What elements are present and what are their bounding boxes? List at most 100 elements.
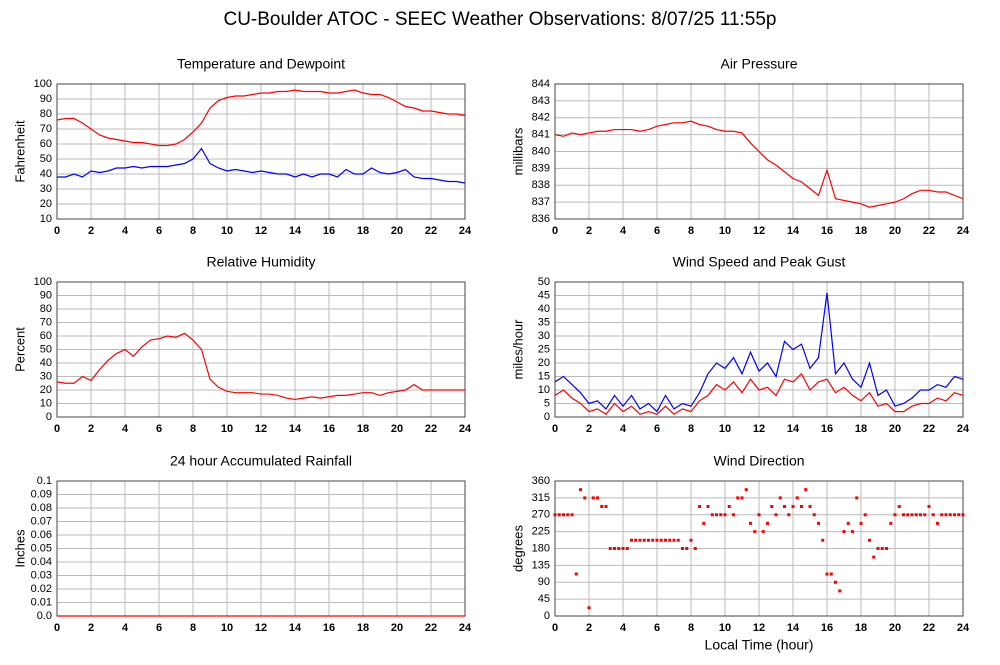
x-tick-label: 18 (357, 423, 369, 435)
y-tick-label: 225 (532, 526, 550, 538)
x-tick-label: 22 (923, 225, 935, 237)
x-tick-label: 24 (459, 622, 472, 634)
x-tick-label: 14 (787, 225, 800, 237)
point (634, 538, 638, 542)
point (872, 555, 876, 559)
x-tick-label: 16 (323, 622, 335, 634)
point (566, 513, 570, 517)
x-tick-label: 18 (855, 423, 867, 435)
x-tick-label: 14 (787, 622, 800, 634)
point (948, 513, 952, 517)
point (927, 505, 931, 508)
y-tick-label: 35 (538, 316, 550, 328)
y-tick-label: 0 (544, 411, 550, 423)
x-tick-label: 6 (654, 622, 660, 634)
point (817, 521, 820, 525)
x-tick-label: 22 (425, 423, 437, 435)
y-tick-label: 80 (40, 108, 52, 120)
x-tick-label: 22 (923, 423, 935, 435)
y-tick-label: 0.03 (31, 569, 52, 581)
x-tick-label: 4 (122, 225, 129, 237)
point (706, 505, 710, 508)
point (562, 513, 565, 517)
y-tick-label: 80 (40, 303, 52, 315)
point (579, 488, 582, 492)
point (821, 538, 825, 542)
point (681, 547, 684, 550)
y-tick-label: 0.05 (31, 542, 52, 554)
x-tick-label: 16 (323, 423, 335, 435)
y-tick-label: 60 (40, 330, 52, 342)
y-tick-label: 40 (40, 168, 52, 180)
y-tick-label: 60 (40, 138, 52, 150)
point (587, 606, 591, 610)
y-tick-label: 836 (532, 213, 550, 225)
x-tick-label: 10 (221, 423, 233, 435)
point (604, 505, 608, 508)
point (744, 488, 748, 492)
point (757, 513, 761, 517)
y-tick-label: 15 (538, 370, 550, 382)
point (834, 580, 837, 584)
x-tick-label: 6 (156, 225, 162, 237)
point (749, 521, 752, 525)
point (795, 496, 799, 500)
y-tick-label: 100 (34, 78, 52, 90)
point (961, 513, 965, 517)
y-axis-label: Inches (12, 529, 27, 568)
x-tick-label: 20 (889, 423, 901, 435)
point (885, 547, 888, 550)
point (868, 538, 871, 542)
y-tick-label: 70 (40, 316, 52, 328)
point (736, 496, 740, 500)
x-tick-label: 6 (654, 225, 660, 237)
y-tick-label: 0 (544, 610, 550, 622)
y-tick-label: 45 (538, 289, 550, 301)
x-tick-label: 12 (255, 622, 267, 634)
x-tick-label: 14 (787, 423, 800, 435)
y-tick-label: 0.04 (31, 556, 52, 568)
x-tick-label: 18 (855, 622, 867, 634)
x-tick-label: 2 (88, 423, 94, 435)
point (944, 513, 948, 517)
point (570, 513, 574, 517)
x-tick-label: 20 (391, 225, 403, 237)
panel-title: Temperature and Dewpoint (177, 56, 345, 72)
point (583, 496, 587, 500)
y-tick-label: 20 (40, 384, 52, 396)
y-tick-label: 0.08 (31, 502, 52, 514)
point (876, 547, 880, 550)
x-tick-label: 0 (552, 423, 558, 435)
plot-frame (554, 281, 964, 418)
point (919, 513, 922, 517)
point (621, 547, 625, 550)
y-tick-label: 843 (532, 95, 550, 107)
x-tick-label: 16 (821, 225, 833, 237)
y-tick-label: 50 (538, 276, 550, 288)
point (791, 505, 795, 508)
point (953, 513, 956, 517)
series-line (56, 89, 466, 147)
y-tick-label: 315 (532, 492, 550, 504)
x-axis-label: Local Time (hour) (705, 637, 814, 653)
point (914, 513, 918, 517)
y-tick-label: 0.01 (31, 596, 52, 608)
y-axis-label: miles/hour (510, 319, 525, 380)
point (778, 496, 782, 500)
y-tick-label: 90 (538, 576, 550, 588)
x-tick-label: 8 (190, 225, 196, 237)
x-tick-label: 8 (190, 423, 196, 435)
point (685, 547, 689, 550)
point (676, 538, 680, 542)
point (740, 496, 744, 500)
x-tick-label: 4 (620, 225, 627, 237)
series-line (554, 372, 964, 416)
series-line (56, 332, 465, 401)
x-tick-label: 12 (753, 423, 765, 435)
point (893, 513, 897, 517)
x-tick-label: 24 (957, 622, 970, 634)
x-tick-label: 0 (54, 622, 60, 634)
x-tick-label: 18 (855, 225, 867, 237)
point (647, 538, 650, 542)
x-tick-label: 8 (688, 622, 694, 634)
